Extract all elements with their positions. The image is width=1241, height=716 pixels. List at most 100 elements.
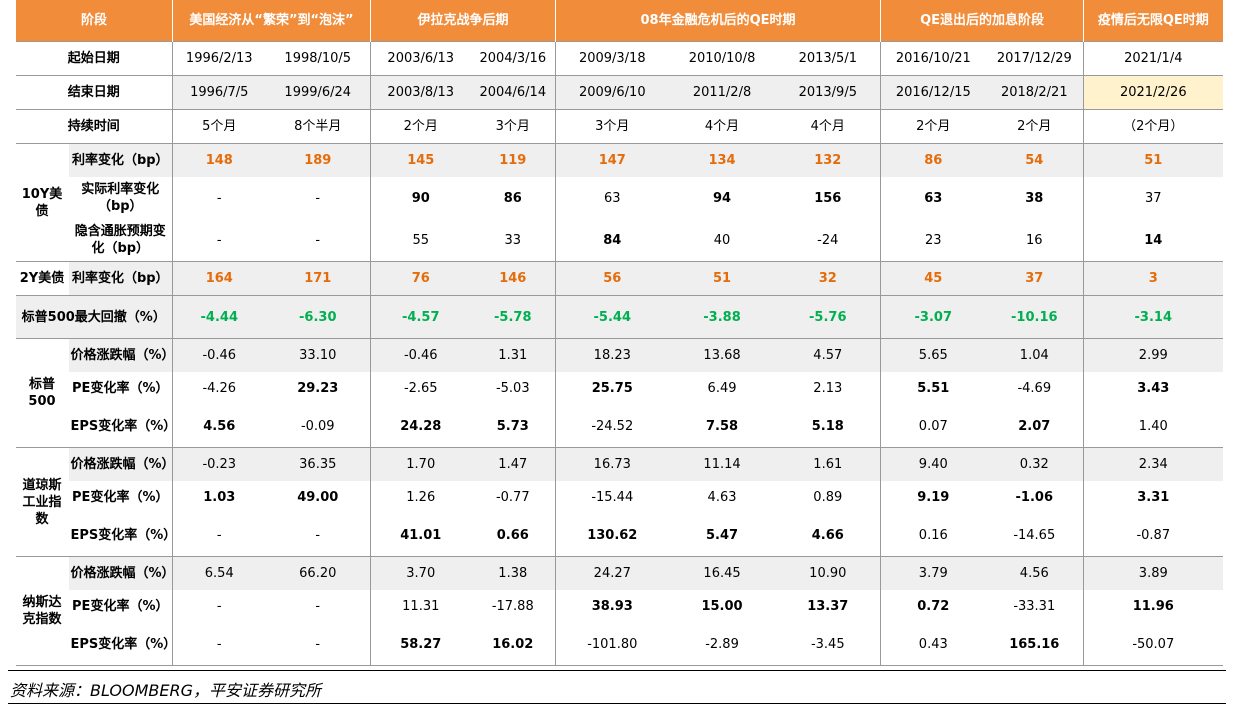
metric-row: EPS变化率（%） - -41.01 0.66 130.62 5.47 4.66 0.16 -1… bbox=[16, 514, 1223, 557]
value-cell: 0.16 bbox=[880, 514, 986, 557]
end-date: 2021/2/26 bbox=[1083, 75, 1223, 110]
value-cell: 3.79 bbox=[880, 556, 986, 590]
start-date-row: 起始日期 1996/2/13 1998/10/5 2003/6/13 2004/3/16… bbox=[15, 41, 1223, 76]
value-cell: -0.87 bbox=[1083, 514, 1223, 557]
row-label: 价格涨跌幅（%） bbox=[68, 447, 175, 481]
value-cell: 11.14 bbox=[668, 447, 776, 481]
duration-row: 持续时间 5个月 8个半月 2个月 3个月 3个月 4个月 4个月 2个月 2个月 （2个月） bbox=[15, 109, 1223, 144]
value-cell: 37 bbox=[1083, 177, 1223, 219]
value-cell: 2.07 bbox=[1018, 418, 1051, 434]
value-cell: 4.56 bbox=[985, 556, 1084, 590]
value-cell: 38.93 bbox=[555, 590, 669, 623]
metric-row: 标普500最大回撤（%） -4.44 -6.30 -4.57 -5.78 -5.44 -3.… bbox=[15, 295, 1223, 339]
row-label: 价格涨跌幅（%） bbox=[68, 338, 175, 372]
duration: 3个月 bbox=[470, 109, 556, 144]
value-cell: 76 bbox=[370, 261, 471, 296]
value-cell: 15.00 bbox=[701, 599, 743, 614]
duration: 5个月 bbox=[172, 109, 266, 144]
value-cell: - bbox=[172, 177, 266, 219]
value-cell: 1.03 bbox=[172, 481, 266, 514]
value-cell: - bbox=[172, 514, 266, 557]
row-label: 利率变化（bp） bbox=[68, 261, 173, 296]
rule bbox=[8, 670, 1226, 671]
value-cell: 145 bbox=[370, 143, 471, 177]
value-cell: 23 bbox=[880, 219, 986, 262]
value-cell: 1.26 bbox=[370, 481, 471, 514]
value-cell: 119 bbox=[470, 143, 556, 177]
start-date: 2013/5/1 bbox=[775, 41, 881, 76]
value-cell: 38 bbox=[1025, 190, 1044, 206]
value-cell: 3.70 bbox=[370, 556, 471, 590]
phase-name: 疫情后无限QE时期 bbox=[1083, 0, 1223, 42]
metric-row: 2Y美债 利率变化（bp） 164 171 76 146 56 51 32 45 37 3 bbox=[15, 261, 1223, 296]
value-cell: 0.89 bbox=[813, 490, 843, 505]
value-cell: -4.69 bbox=[1017, 381, 1052, 396]
value-cell: 5.73 bbox=[496, 418, 529, 434]
value-cell: 4.56 bbox=[172, 405, 266, 448]
value-cell: -33.31 bbox=[1013, 599, 1056, 614]
value-cell: 3 bbox=[1083, 261, 1223, 296]
value-cell: 84 bbox=[555, 219, 669, 262]
value-cell: -10.16 bbox=[985, 295, 1084, 339]
value-cell: -0.46 bbox=[172, 338, 266, 372]
value-cell: -0.23 bbox=[172, 447, 266, 481]
value-cell: -17.88 bbox=[491, 599, 534, 614]
start-date: 1998/10/5 bbox=[265, 41, 371, 76]
value-cell: 147 bbox=[555, 143, 669, 177]
row-label: PE变化率（%） bbox=[72, 599, 169, 614]
row-label: 隐含通胀预期变化（bp） bbox=[74, 224, 166, 256]
value-cell: 0.07 bbox=[880, 405, 986, 448]
value-cell: 1.40 bbox=[1083, 405, 1223, 448]
value-cell: -4.44 bbox=[172, 295, 266, 339]
duration: 3个月 bbox=[555, 109, 669, 144]
value-cell: 0.72 bbox=[880, 590, 986, 623]
row-label: EPS变化率（%） bbox=[70, 418, 177, 434]
value-cell: 156 bbox=[814, 190, 842, 206]
value-cell: 18.23 bbox=[555, 338, 669, 372]
value-cell: -0.09 bbox=[300, 418, 335, 434]
value-cell: 49.00 bbox=[297, 490, 339, 505]
value-cell: 32 bbox=[775, 261, 881, 296]
value-cell: -6.30 bbox=[265, 295, 371, 339]
value-cell: 24.28 bbox=[370, 405, 471, 448]
row-label: 利率变化（bp） bbox=[68, 143, 173, 177]
start-date: 1996/2/13 bbox=[172, 41, 266, 76]
metric-row: 10Y美债 利率变化（bp） 148 189 145 119 147 134 132 86 54 51 bbox=[15, 143, 1223, 262]
value-cell: 16.02 bbox=[492, 636, 534, 652]
value-cell: - bbox=[315, 599, 321, 614]
value-cell: -14.65 bbox=[1013, 527, 1056, 543]
value-cell: 1.70 bbox=[370, 447, 471, 481]
value-cell: - bbox=[315, 527, 321, 543]
end-date-row: 结束日期 1996/7/5 1999/6/24 2003/8/13 2004/6/14 2… bbox=[15, 75, 1223, 110]
row-label: EPS变化率（%） bbox=[70, 527, 177, 543]
value-cell: 2.13 bbox=[813, 381, 843, 396]
value-cell: 134 bbox=[668, 143, 776, 177]
value-cell: 3.43 bbox=[1083, 372, 1223, 405]
value-cell: 4.63 bbox=[707, 490, 737, 505]
end-date: 2004/6/14 bbox=[470, 75, 556, 110]
value-cell: 5.47 bbox=[705, 527, 739, 543]
value-cell: 16.45 bbox=[668, 556, 776, 590]
value-cell: 45 bbox=[880, 261, 986, 296]
value-cell: -1.06 bbox=[1015, 490, 1054, 505]
metric-row: PE变化率（%） 1.03 49.00 1.26 -0.77 -15.44 4.63 0.89… bbox=[16, 481, 1223, 514]
value-cell: - bbox=[315, 636, 321, 652]
group-label: 标普500 bbox=[15, 338, 69, 448]
phase-name: 伊拉克战争后期 bbox=[370, 0, 556, 42]
value-cell: 0.66 bbox=[496, 527, 529, 543]
duration: 2个月 bbox=[370, 109, 471, 144]
value-cell: 51 bbox=[668, 261, 776, 296]
value-cell: -0.77 bbox=[495, 490, 530, 505]
group-label: 2Y美债 bbox=[15, 261, 69, 296]
group-label: 10Y美债 bbox=[15, 143, 69, 262]
value-cell: 13.68 bbox=[668, 338, 776, 372]
value-cell: 9.19 bbox=[880, 481, 986, 514]
value-cell: -4.26 bbox=[172, 372, 266, 405]
rule bbox=[8, 703, 1226, 704]
value-cell: 1.04 bbox=[985, 338, 1084, 372]
phase-name: 美国经济从“繁荣”到“泡沫” bbox=[172, 0, 371, 42]
value-cell: 5.51 bbox=[880, 372, 986, 405]
value-cell: 0.43 bbox=[880, 623, 986, 666]
value-cell: 165.16 bbox=[1009, 636, 1060, 652]
value-cell: 148 bbox=[172, 143, 266, 177]
